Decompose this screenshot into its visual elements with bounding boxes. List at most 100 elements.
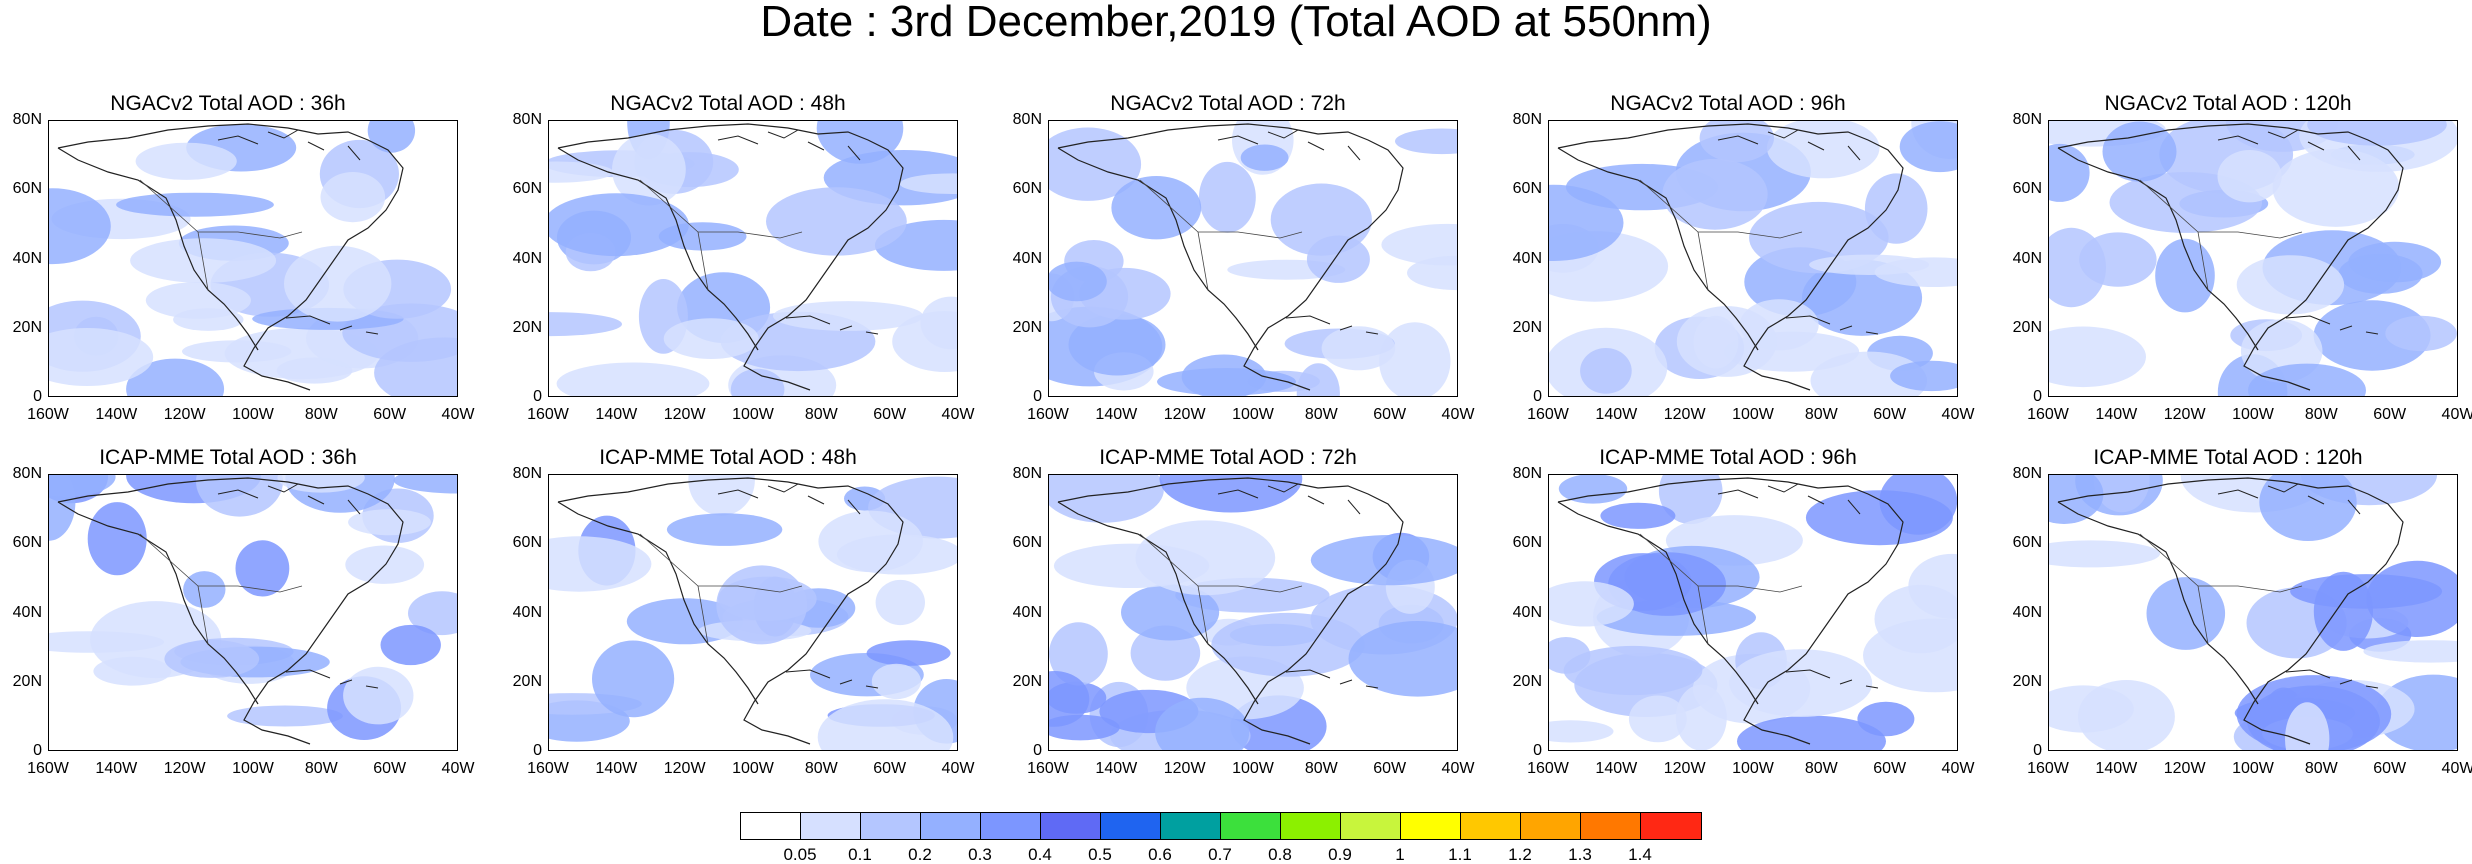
aod-field-blob [1676, 306, 1777, 377]
colorbar-tick-label: 0.5 [1088, 845, 1112, 864]
aod-field-blob [772, 301, 924, 331]
aod-field-blob [1857, 701, 1915, 737]
longitude-tick-label: 60W [1873, 406, 1907, 423]
longitude-tick-label: 160W [1027, 406, 1069, 423]
aod-field-blob [164, 639, 260, 678]
panel-title: ICAP-MME Total AOD : 72h [1099, 446, 1357, 469]
latitude-tick-label: 40N [1512, 249, 1542, 267]
latitude-tick-label: 0 [33, 742, 42, 759]
latitude-tick-label: 20N [12, 318, 42, 336]
aod-field-blob [666, 513, 783, 546]
longitude-tick-label: 40W [1441, 760, 1475, 777]
country-borders [139, 533, 303, 645]
country-borders [1139, 533, 1303, 645]
longitude-tick-label: 160W [527, 406, 569, 423]
coastline [557, 123, 904, 391]
latitude-tick-label: 80N [2012, 111, 2042, 128]
aod-field-blob [48, 188, 111, 265]
aod-field [2048, 120, 2458, 397]
latitude-tick-label: 0 [33, 388, 42, 405]
colorbar-tick-label: 1.3 [1568, 845, 1592, 864]
aod-field-blob [548, 161, 614, 183]
map-panel: ICAP-MME Total AOD : 72h 80N 60N 40N 20N 0 16… [998, 446, 1475, 782]
longitude-tick-label: 80W [304, 406, 338, 423]
colorbar-tick-label: 0.2 [908, 845, 932, 864]
colorbar-swatch [1161, 813, 1221, 839]
longitude-tick-label: 100W [2232, 406, 2274, 423]
country-borders [139, 179, 303, 291]
panel-title: ICAP-MME Total AOD : 36h [99, 446, 357, 469]
longitude-tick-label: 120W [663, 406, 706, 423]
aod-field-blob [1890, 360, 1958, 392]
map-frame [48, 120, 458, 397]
coastline [1057, 477, 1404, 745]
aod-field-blob [408, 591, 458, 636]
aod-field-blob [1675, 684, 1727, 751]
longitude-tick-label: 100W [232, 406, 274, 423]
latitude-tick-label: 60N [2012, 534, 2042, 552]
aod-field-blob [1381, 223, 1458, 266]
longitude-tick-label: 140W [2095, 760, 2138, 777]
aod-field-blob [1049, 622, 1108, 686]
colorbar-swatch [741, 813, 801, 839]
longitude-tick-label: 100W [1232, 406, 1274, 423]
aod-field-blob [87, 502, 147, 576]
latitude-tick-label: 20N [1512, 672, 1542, 690]
latitude-tick-label: 60N [512, 534, 542, 552]
latitude-tick-label: 20N [512, 672, 542, 690]
islands [2217, 483, 2379, 689]
map-frame [548, 120, 958, 397]
colorbar-swatch [1521, 813, 1581, 839]
aod-map [48, 474, 458, 751]
latitude-tick-label: 80N [1012, 111, 1042, 128]
map-panel: ICAP-MME Total AOD : 120h 80N 60N 40N 20N 0 1… [1998, 446, 2472, 782]
islands [1717, 483, 1879, 689]
longitude-tick-label: 120W [163, 760, 206, 777]
map-panel: ICAP-MME Total AOD : 96h 80N 60N 40N 20N 0 16… [1498, 446, 1975, 782]
latitude-tick-label: 0 [1533, 388, 1542, 405]
map-panel: NGACv2 Total AOD : 36h 80N 60N 40N 20N 0 160W… [0, 92, 475, 428]
longitude-tick-label: 100W [232, 760, 274, 777]
aod-field-blob [688, 474, 755, 516]
aod-field-blob [2217, 150, 2282, 203]
map-panel: NGACv2 Total AOD : 120h 80N 60N 40N 20N 0 160… [1998, 92, 2472, 428]
aod-field-blob [920, 296, 958, 350]
aod-field-blob [1548, 581, 1634, 627]
aod-field-blob [1600, 502, 1676, 529]
country-borders [2139, 179, 2303, 291]
panel-title: NGACv2 Total AOD : 36h [110, 92, 346, 115]
colorbar-swatch [861, 813, 921, 839]
colorbar-tick-label: 0.8 [1268, 845, 1292, 864]
latitude-tick-label: 40N [1012, 603, 1042, 621]
aod-field-blob [1805, 490, 1953, 546]
longitude-tick-label: 80W [304, 760, 338, 777]
panel-title: NGACv2 Total AOD : 120h [2104, 92, 2352, 115]
coastline [1557, 477, 1904, 745]
coastline [2057, 477, 2404, 745]
latitude-tick-label: 20N [1012, 672, 1042, 690]
country-borders [639, 179, 803, 291]
longitude-tick-label: 160W [1527, 406, 1569, 423]
islands [2217, 129, 2379, 335]
longitude-tick-label: 80W [1804, 760, 1838, 777]
aod-field-blob [1558, 474, 1628, 504]
aod-field-blob [2102, 121, 2177, 182]
aod-field [1548, 474, 1958, 751]
colorbar-tick-label: 0.7 [1208, 845, 1232, 864]
latitude-tick-label: 40N [1012, 249, 1042, 267]
aod-field [1548, 120, 1958, 397]
colorbar-swatch [1461, 813, 1521, 839]
latitude-tick-label: 60N [12, 534, 42, 552]
colorbar-tick-label: 0.1 [848, 845, 872, 864]
aod-field-blob [1348, 621, 1458, 697]
longitude-tick-label: 40W [2441, 406, 2472, 423]
latitude-tick-label: 0 [2033, 388, 2042, 405]
aod-field-blob [1048, 261, 1107, 302]
aod-field-blob [1155, 697, 1250, 751]
longitude-tick-label: 160W [2027, 406, 2069, 423]
longitude-tick-label: 120W [1163, 760, 1206, 777]
longitude-tick-label: 160W [27, 760, 69, 777]
longitude-tick-label: 120W [663, 760, 706, 777]
aod-field-blob [182, 340, 292, 363]
country-borders [1639, 533, 1803, 645]
